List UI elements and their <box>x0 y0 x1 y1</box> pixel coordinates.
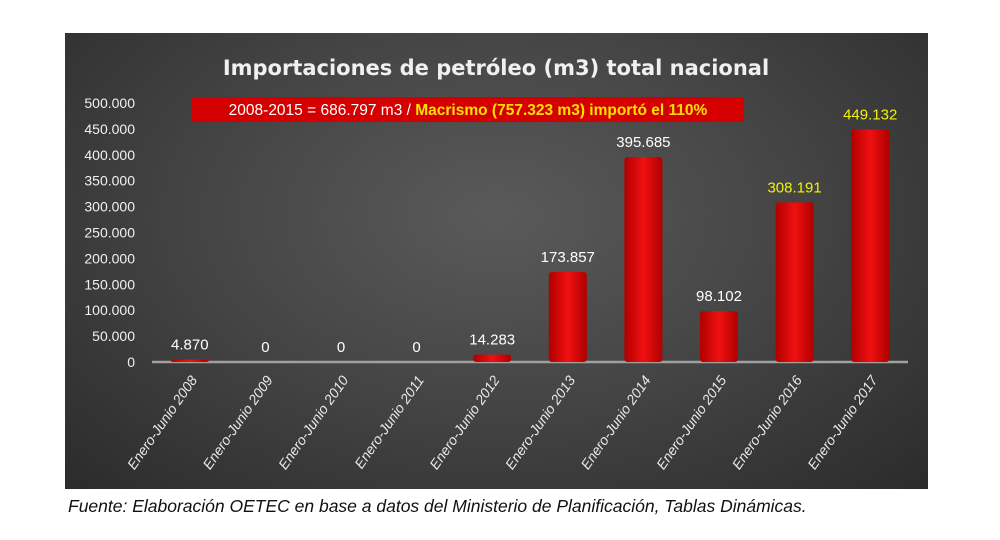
chart-title: Importaciones de petróleo (m3) total nac… <box>223 56 769 80</box>
data-label: 0 <box>412 339 420 356</box>
annotation-part2: Macrismo (757.323 m3) importó el 110% <box>415 102 707 119</box>
data-label: 4.870 <box>171 336 209 353</box>
data-label: 173.857 <box>541 249 595 266</box>
y-tick-label: 200.000 <box>84 250 135 266</box>
bar <box>548 271 587 362</box>
bar-chart: Importaciones de petróleo (m3) total nac… <box>84 56 908 473</box>
data-label: 0 <box>261 339 269 356</box>
x-tick-label: Enero-Junio 2016 <box>729 372 806 472</box>
bar <box>473 354 512 362</box>
x-tick-label: Enero-Junio 2014 <box>577 372 654 472</box>
bar <box>775 202 814 362</box>
y-tick-label: 450.000 <box>84 121 135 137</box>
x-tick-label: Enero-Junio 2009 <box>199 372 276 472</box>
bar <box>624 157 663 362</box>
y-tick-label: 50.000 <box>92 328 135 344</box>
bar <box>851 129 890 362</box>
data-label: 14.283 <box>469 332 515 349</box>
x-tick-label: Enero-Junio 2011 <box>351 373 427 472</box>
x-tick-label: Enero-Junio 2013 <box>502 372 579 472</box>
y-tick-label: 100.000 <box>84 302 135 318</box>
data-label: 308.191 <box>767 179 821 196</box>
data-label: 98.102 <box>696 288 742 305</box>
annotation-box <box>192 97 744 122</box>
bar <box>700 311 738 362</box>
data-label: 0 <box>337 339 345 356</box>
x-tick-label: Enero-Junio 2008 <box>124 372 201 472</box>
x-tick-label: Enero-Junio 2012 <box>426 372 503 472</box>
y-tick-label: 400.000 <box>84 147 135 163</box>
x-tick-label: Enero-Junio 2017 <box>804 372 881 473</box>
data-label: 395.685 <box>616 134 670 151</box>
x-tick-label: Enero-Junio 2015 <box>653 372 730 472</box>
chart-panel: Importaciones de petróleo (m3) total nac… <box>65 33 928 489</box>
x-tick-label: Enero-Junio 2010 <box>275 372 352 472</box>
bar <box>170 359 209 362</box>
y-tick-label: 150.000 <box>84 276 135 292</box>
y-tick-label: 0 <box>127 354 135 370</box>
y-tick-label: 350.000 <box>84 173 135 189</box>
y-tick-label: 500.000 <box>84 95 135 111</box>
annotation-text: 2008-2015 = 686.797 m3 / Macrismo (757.3… <box>229 102 708 119</box>
y-tick-label: 250.000 <box>84 225 135 241</box>
y-tick-label: 300.000 <box>84 199 135 215</box>
data-label: 449.132 <box>843 106 897 123</box>
source-caption: Fuente: Elaboración OETEC en base a dato… <box>68 496 807 516</box>
annotation-part1: 2008-2015 = 686.797 m3 / <box>229 102 416 119</box>
